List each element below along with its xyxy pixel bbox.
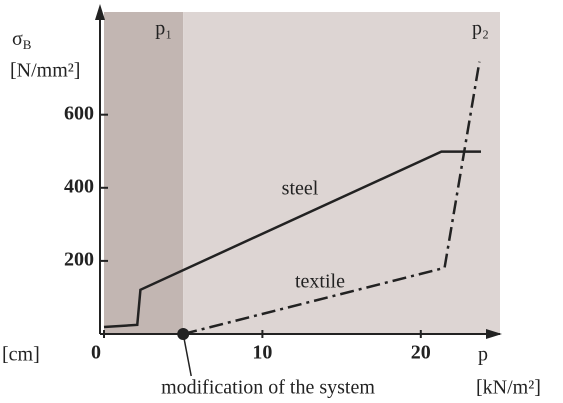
series-label: steel <box>282 178 319 200</box>
y-tick-label: 400 <box>64 175 94 197</box>
modification-point <box>177 328 190 340</box>
y-tick-label: 200 <box>64 248 94 270</box>
y-axis-arrow <box>95 4 105 20</box>
region-label: p₁ <box>155 18 172 40</box>
x-axis-arrow <box>486 329 502 339</box>
region <box>183 12 500 334</box>
annotation: modification of the system <box>161 377 375 399</box>
x-tick-label: 20 <box>411 342 431 364</box>
region <box>104 12 184 334</box>
y-axis-label: σB <box>12 28 32 52</box>
y-axis-subscript: B <box>23 37 32 52</box>
series-label: textile <box>295 271 345 293</box>
annotation: [cm] <box>2 344 40 366</box>
x-axis-unit: [kN/m²] <box>476 377 541 399</box>
x-axis-label: p <box>478 344 488 366</box>
y-tick-label: 600 <box>64 102 94 124</box>
series-line <box>182 61 481 336</box>
x-tick-label: 0 <box>91 342 101 364</box>
series-line <box>103 150 481 329</box>
y-axis-symbol: σ <box>12 28 23 50</box>
background: p₁ p₂ <box>104 12 500 334</box>
region-label: p₂ <box>472 18 489 40</box>
y-axis-unit: [N/mm²] <box>10 60 80 82</box>
leader-line <box>182 333 192 377</box>
x-tick-label: 10 <box>252 342 272 364</box>
